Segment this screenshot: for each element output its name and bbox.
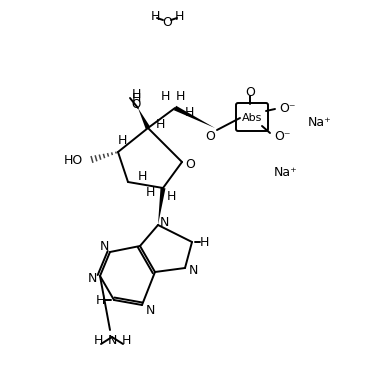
Text: N: N: [188, 264, 198, 276]
Text: H: H: [175, 90, 185, 104]
Text: H: H: [131, 88, 141, 102]
Text: H: H: [160, 90, 170, 104]
Text: H: H: [131, 91, 141, 104]
Text: H: H: [150, 9, 160, 23]
Text: H: H: [145, 187, 155, 199]
Text: O⁻: O⁻: [274, 129, 291, 142]
Text: N: N: [159, 217, 169, 230]
FancyBboxPatch shape: [236, 103, 268, 131]
Text: H: H: [137, 170, 147, 183]
Text: O⁻: O⁻: [279, 102, 296, 115]
Text: Abs: Abs: [242, 113, 262, 123]
Text: N: N: [145, 303, 155, 316]
Text: H: H: [117, 133, 127, 147]
Text: N: N: [107, 334, 117, 348]
Text: H: H: [121, 334, 131, 348]
Text: Na⁺: Na⁺: [274, 165, 298, 179]
Text: H: H: [95, 294, 105, 307]
Polygon shape: [138, 108, 150, 129]
Text: H: H: [174, 9, 184, 23]
Text: N: N: [87, 271, 97, 285]
Text: O: O: [185, 158, 195, 172]
Text: H: H: [184, 106, 194, 120]
Text: H: H: [199, 235, 209, 249]
Text: O: O: [131, 99, 141, 111]
Text: O: O: [205, 129, 215, 142]
Text: HO: HO: [64, 154, 83, 167]
Text: N: N: [99, 240, 109, 253]
Polygon shape: [174, 106, 215, 128]
Text: Na⁺: Na⁺: [308, 115, 332, 129]
Text: H: H: [166, 190, 176, 203]
Polygon shape: [158, 188, 165, 225]
Text: H: H: [93, 334, 103, 348]
Text: O: O: [245, 86, 255, 99]
Text: H: H: [155, 118, 165, 131]
Text: O: O: [162, 16, 172, 29]
